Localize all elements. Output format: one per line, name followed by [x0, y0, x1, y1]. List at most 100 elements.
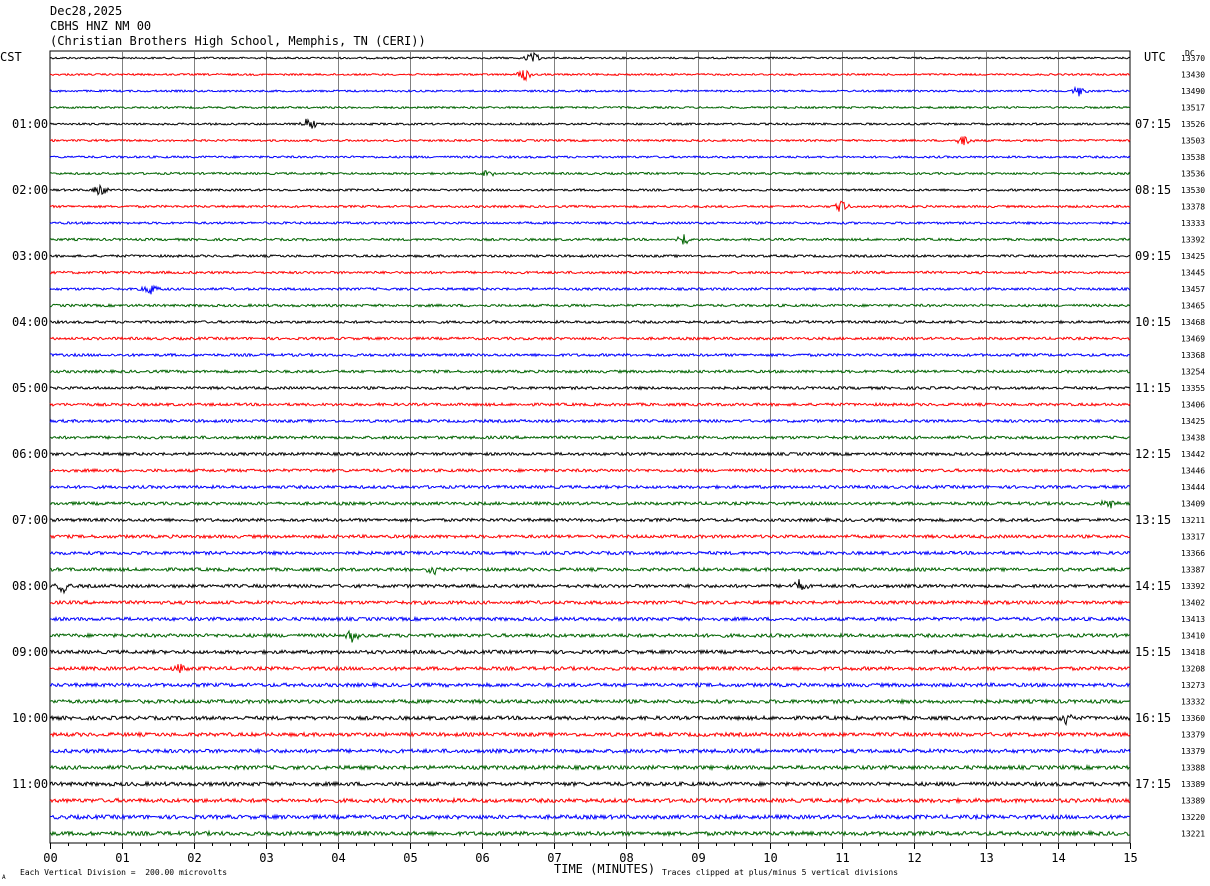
left-hour-label: 05:00 [12, 381, 48, 395]
dc-offset-label: 13490 [1181, 87, 1205, 96]
x-tick-label: 06 [475, 851, 489, 865]
right-hour-label: 16:15 [1135, 711, 1171, 725]
dc-offset-label: 13444 [1181, 483, 1205, 492]
right-hour-label: 14:15 [1135, 579, 1171, 593]
seismic-trace [49, 663, 1131, 674]
dc-offset-label: 13526 [1181, 120, 1205, 129]
corner-mark: A [2, 874, 6, 881]
dc-offset-label: 13221 [1181, 830, 1205, 839]
plot-frame [49, 50, 1131, 844]
dc-offset-label: 13370 [1181, 54, 1205, 63]
dc-offset-label: 13425 [1181, 417, 1205, 426]
seismic-trace [49, 579, 1131, 595]
dc-offset-label: 13366 [1181, 549, 1205, 558]
left-hour-label: 06:00 [12, 447, 48, 461]
seismic-trace [49, 69, 1131, 82]
x-tick-label: 03 [259, 851, 273, 865]
dc-offset-label: 13418 [1181, 648, 1205, 657]
dc-offset-label: 13457 [1181, 285, 1205, 294]
dc-offset-label: 13378 [1181, 203, 1205, 212]
seismic-trace [49, 401, 1131, 408]
seismic-trace [50, 352, 1131, 358]
seismic-trace [49, 234, 1131, 245]
x-tick-label: 13 [979, 851, 993, 865]
dc-offset-label: 13387 [1181, 566, 1205, 575]
dc-offset-label: 13392 [1181, 582, 1205, 591]
left-hour-label: 08:00 [12, 579, 48, 593]
dc-offset-label: 13379 [1181, 747, 1205, 756]
seismic-trace [49, 599, 1131, 606]
seismic-trace [49, 730, 1131, 739]
x-tick-label: 10 [763, 851, 777, 865]
dc-offset-label: 13438 [1181, 434, 1205, 443]
x-tick-label: 07 [547, 851, 561, 865]
dc-offset-label: 13465 [1181, 302, 1205, 311]
seismic-trace [49, 368, 1131, 375]
dc-offset-label: 13360 [1181, 714, 1205, 723]
x-tick-label: 04 [331, 851, 345, 865]
seismic-trace [49, 796, 1131, 805]
dc-offset-label: 13389 [1181, 797, 1205, 806]
left-hour-label: 10:00 [12, 711, 48, 725]
right-hour-label: 15:15 [1135, 645, 1171, 659]
x-tick-label: 11 [835, 851, 849, 865]
left-timezone-label: CST [0, 50, 22, 64]
seismic-trace [49, 780, 1131, 788]
seismic-trace [49, 566, 1131, 576]
left-hour-label: 07:00 [12, 513, 48, 527]
dc-label: DC [1185, 49, 1195, 58]
scale-note: Each Vertical Division = 200.00 microvol… [20, 868, 228, 877]
left-hour-label: 03:00 [12, 249, 48, 263]
seismic-trace [49, 499, 1131, 509]
x-tick-label: 02 [187, 851, 201, 865]
dc-offset-label: 13379 [1181, 731, 1205, 740]
dc-offset-label: 13446 [1181, 467, 1205, 476]
dc-offset-label: 13503 [1181, 137, 1205, 146]
dc-offset-label: 13469 [1181, 335, 1205, 344]
dc-offset-label: 13389 [1181, 780, 1205, 789]
right-hour-label: 17:15 [1135, 777, 1171, 791]
seismic-trace [49, 385, 1131, 391]
right-hour-label: 12:15 [1135, 447, 1171, 461]
dc-offset-label: 13332 [1181, 698, 1205, 707]
dc-offset-label: 13355 [1181, 384, 1205, 393]
seismic-trace [49, 118, 1131, 129]
dc-offset-label: 13317 [1181, 533, 1205, 542]
right-hour-label: 11:15 [1135, 381, 1171, 395]
seismic-trace [49, 135, 1131, 146]
right-hour-label: 07:15 [1135, 117, 1171, 131]
dc-offset-label: 13208 [1181, 665, 1205, 674]
right-timezone-label: UTC [1144, 50, 1166, 64]
seismic-trace [49, 418, 1131, 424]
left-hour-label: 04:00 [12, 315, 48, 329]
seismic-trace [49, 170, 1131, 177]
chart-station: CBHS HNZ NM 00 [50, 19, 152, 33]
right-hour-label: 10:15 [1135, 315, 1171, 329]
dc-offset-label: 13254 [1181, 368, 1205, 377]
seismic-trace [49, 253, 1131, 259]
dc-offset-label: 13368 [1181, 351, 1205, 360]
x-tick-label: 00 [43, 851, 57, 865]
dc-offset-label: 13211 [1181, 516, 1205, 525]
dc-offset-label: 13425 [1181, 252, 1205, 261]
x-tick-label: 09 [691, 851, 705, 865]
seismic-trace [49, 51, 1131, 62]
chart-location: (Christian Brothers High School, Memphis… [50, 34, 426, 48]
dc-offset-label: 13333 [1181, 219, 1205, 228]
seismic-trace [49, 284, 1131, 295]
seismic-trace [49, 747, 1131, 755]
x-tick-label: 15 [1123, 851, 1137, 865]
seismic-trace [49, 336, 1131, 341]
seismic-trace [49, 220, 1131, 226]
dc-offset-label: 13410 [1181, 632, 1205, 641]
seismic-trace [49, 713, 1131, 726]
seismic-trace [49, 517, 1131, 524]
right-hour-label: 13:15 [1135, 513, 1171, 527]
dc-offset-label: 13430 [1181, 71, 1205, 80]
seismic-trace [49, 681, 1131, 689]
dc-offset-label: 13517 [1181, 104, 1205, 113]
left-hour-label: 09:00 [12, 645, 48, 659]
dc-offset-label: 13388 [1181, 764, 1205, 773]
seismic-trace [50, 698, 1131, 706]
seismic-trace [49, 183, 1131, 196]
